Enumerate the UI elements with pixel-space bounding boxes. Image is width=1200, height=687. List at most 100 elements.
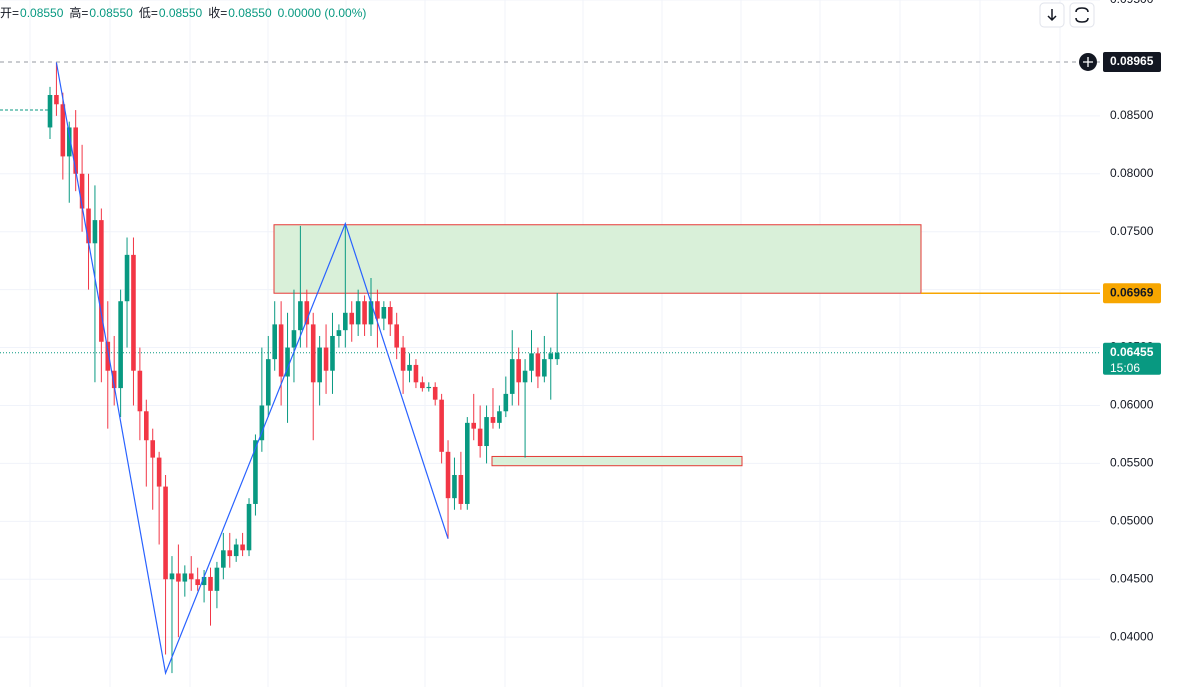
candle-body	[554, 352, 560, 360]
candle-body	[355, 301, 361, 325]
candle-body	[92, 220, 98, 244]
countdown: 15:06	[1110, 361, 1140, 375]
candle-body	[131, 254, 136, 371]
candle-body	[400, 347, 406, 371]
header-text: 开=	[0, 6, 19, 20]
price-tag	[1103, 342, 1161, 375]
header-text: 高=	[69, 5, 88, 20]
candle-body	[362, 301, 367, 325]
candle-body	[471, 422, 477, 429]
y-tick-label: 0.05500	[1110, 456, 1154, 470]
price-tag-label: 0.06969	[1110, 285, 1154, 299]
candle-body	[310, 324, 316, 383]
price-tag	[1103, 283, 1161, 304]
candle-body	[458, 474, 464, 504]
y-tick-label: 0.04000	[1110, 629, 1154, 643]
y-tick-label: 0.08000	[1110, 166, 1154, 180]
candle-body	[182, 573, 188, 582]
candle-body	[394, 324, 399, 348]
candle-body	[522, 370, 528, 383]
candle-body	[516, 359, 521, 383]
candle-body	[426, 386, 432, 389]
candle-body	[227, 550, 233, 557]
candle-body	[111, 370, 117, 389]
candle-body	[188, 573, 194, 580]
header-text: 低=	[139, 6, 158, 20]
candle-body	[79, 173, 85, 209]
candle-body	[323, 347, 329, 371]
price-tag-label: 0.06455	[1110, 345, 1154, 359]
y-tick-label: 0.04500	[1110, 571, 1154, 585]
candle-body	[330, 335, 335, 371]
price-tag	[1103, 51, 1161, 72]
zone	[273, 224, 922, 294]
candle-body	[214, 567, 220, 591]
refresh-button[interactable]	[1069, 2, 1095, 28]
candle-body	[387, 307, 393, 325]
candle-body	[432, 386, 438, 400]
candle-body	[47, 94, 53, 128]
add-alert-icon	[1083, 56, 1093, 67]
candle-body	[420, 382, 425, 389]
candle-body	[439, 399, 444, 452]
candle-body	[375, 301, 380, 319]
y-tick-label: 0.09500	[1110, 0, 1154, 6]
candle-body	[272, 324, 277, 360]
candle-body	[304, 301, 310, 325]
candle-body	[233, 544, 239, 557]
candle-body	[381, 307, 387, 319]
candle-body	[278, 324, 284, 377]
candle-body	[201, 576, 207, 586]
y-tick-label: 0.06000	[1110, 398, 1154, 412]
y-tick-label: 0.05000	[1110, 514, 1154, 528]
zone	[491, 455, 743, 467]
candle-body	[118, 301, 123, 389]
price-tag-label: 0.08965	[1110, 54, 1154, 68]
candle-body	[529, 353, 534, 371]
candle-body	[477, 428, 483, 447]
candle-body	[73, 127, 78, 174]
candle-body	[144, 411, 149, 441]
candle-body	[259, 405, 265, 441]
candle-body	[445, 451, 451, 499]
y-tick-label: 0.08500	[1110, 108, 1154, 122]
candle-body	[503, 393, 509, 412]
refresh-icon	[1075, 7, 1089, 23]
candle-body	[349, 312, 355, 325]
vertical-grid	[29, 0, 1061, 687]
candle-body	[105, 341, 111, 371]
zigzag-line	[55, 62, 449, 676]
candle-body	[163, 486, 168, 580]
candle-body	[285, 347, 290, 377]
header-text: 收=	[208, 6, 227, 20]
candle-body	[240, 544, 245, 551]
candle-body	[176, 573, 181, 582]
candle-body	[291, 330, 297, 348]
candle-body	[253, 440, 258, 504]
candle-body	[298, 301, 303, 331]
candle-body	[490, 417, 496, 423]
candle-body	[509, 359, 515, 394]
download-icon	[1047, 9, 1057, 22]
candle-body	[265, 359, 271, 406]
candle-body	[497, 411, 502, 423]
candle-body	[156, 457, 162, 487]
candle-body	[336, 330, 342, 336]
candle-body	[413, 364, 419, 383]
candle-body	[221, 550, 226, 568]
candle-body	[99, 220, 104, 342]
header-text: 0.08550	[228, 6, 272, 20]
toolbar	[1039, 2, 1095, 28]
header-text: 0.08550	[89, 6, 133, 20]
candle-body	[124, 254, 130, 302]
candle-body	[317, 347, 322, 383]
candle-body	[368, 301, 374, 325]
candle-body	[66, 127, 72, 157]
candle-body	[535, 353, 541, 377]
candle-body	[150, 440, 156, 458]
candle-body	[86, 208, 91, 244]
candle-body	[60, 104, 66, 157]
header-text: 0.08550	[20, 6, 64, 20]
candle-body	[343, 312, 348, 331]
